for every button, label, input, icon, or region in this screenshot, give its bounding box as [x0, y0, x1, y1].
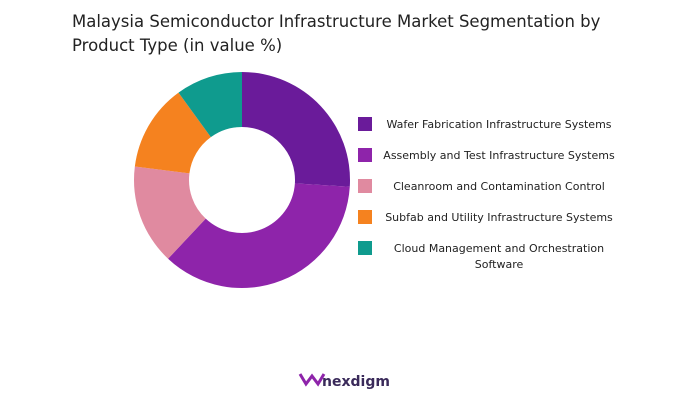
- legend-label: Wafer Fabrication Infrastructure Systems: [386, 118, 612, 131]
- donut-segment: [178, 72, 242, 138]
- brand-logo: [298, 373, 326, 387]
- legend-label: Assembly and Test Infrastructure Systems: [383, 149, 615, 162]
- donut-segment: [168, 183, 350, 289]
- brand: nexdigm: [322, 374, 390, 390]
- donut-segment: [242, 72, 350, 187]
- legend-label: Cleanroom and Contamination Control: [393, 180, 605, 193]
- legend-swatch: [358, 148, 372, 162]
- legend-item: Assembly and Test Infrastructure Systems: [358, 145, 620, 176]
- legend-swatch: [358, 179, 372, 193]
- chart-title: Malaysia Semiconductor Infrastructure Ma…: [72, 12, 601, 55]
- legend-item: Cleanroom and Contamination Control: [358, 176, 620, 207]
- legend-item: Subfab and Utility Infrastructure System…: [358, 207, 620, 238]
- donut-segment: [134, 92, 211, 174]
- legend-item: Cloud Management and Orchestration Softw…: [358, 238, 620, 271]
- legend-label: Subfab and Utility Infrastructure System…: [385, 211, 613, 224]
- donut-segment: [134, 166, 206, 259]
- legend-label: Cloud Management and Orchestration Softw…: [393, 242, 605, 271]
- legend-item: Wafer Fabrication Infrastructure Systems: [358, 114, 620, 145]
- legend: Wafer Fabrication Infrastructure Systems…: [358, 114, 620, 271]
- legend-swatch: [358, 210, 372, 224]
- legend-swatch: [358, 117, 372, 131]
- legend-swatch: [358, 241, 372, 255]
